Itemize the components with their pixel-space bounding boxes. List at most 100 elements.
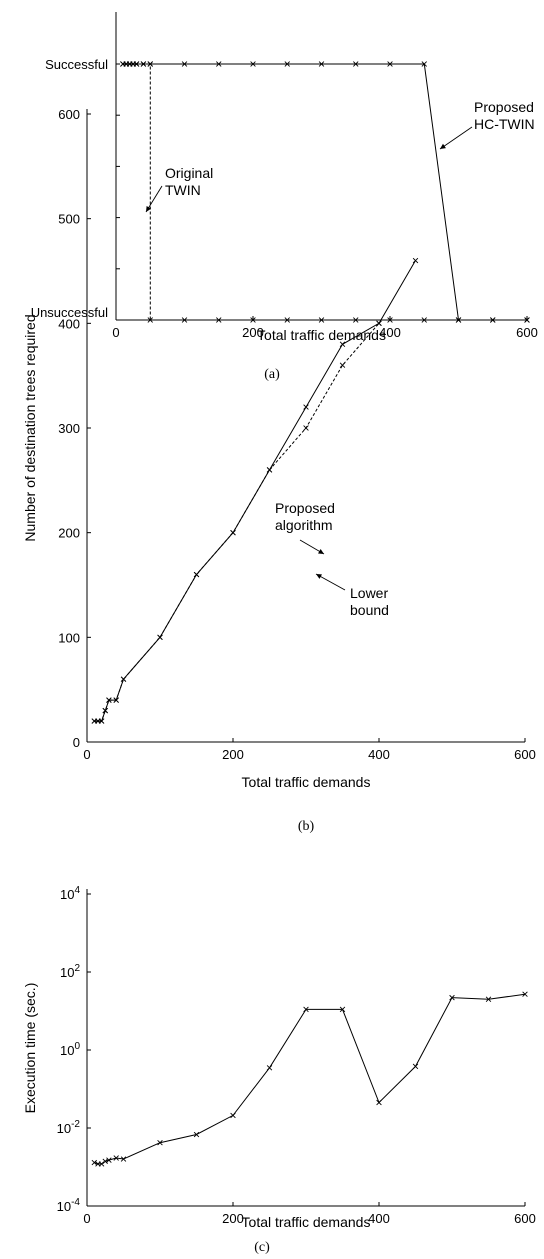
panel-a-arrow-proposed-head	[440, 143, 446, 149]
panel-a-series-proposed-point-7-stroke	[181, 61, 188, 67]
panel-c-series-point-7-stroke	[157, 1139, 163, 1146]
panel-b-series-proposed-point-2	[98, 718, 105, 724]
panel-c-y-tick-label: 100	[60, 1041, 80, 1058]
panel-b-arrow-lower-bound-head	[316, 574, 322, 579]
panel-a-series-proposed-point-11-stroke	[318, 61, 325, 67]
panel-c-series-point-15	[449, 994, 455, 1001]
panel-c-series-point-12	[339, 1006, 346, 1013]
panel-c-series-point-14	[412, 1063, 419, 1070]
panel-c-series-point-14-stroke	[412, 1063, 419, 1070]
panel-c-series-point-5	[113, 1155, 119, 1161]
panel-c-y-tick-base: 10	[60, 965, 74, 980]
panel-b-arrow-lower-bound	[315, 573, 346, 591]
panel-c-series-point-16-stroke	[485, 996, 492, 1002]
panel-a-series-proposed-point-11	[318, 61, 325, 67]
panel-c-x-tick-label: 600	[514, 1211, 536, 1226]
panel-b-series-proposed-point-6-stroke	[120, 676, 127, 682]
panel-b-series-proposed-point-11	[303, 404, 309, 410]
panel-a-arrow-original-head	[146, 206, 152, 212]
panel-a-series-original-point-7-stroke	[147, 317, 153, 323]
panel-b-series-proposed-point-9	[230, 529, 236, 536]
panel-a-series-proposed-point-12-stroke	[353, 61, 359, 67]
panel-a-x-tick-label: 200	[242, 325, 264, 340]
panel-a-annotation-proposed: HC-TWIN	[474, 116, 535, 132]
panel-c-series-point-9	[230, 1112, 236, 1119]
panel-a-x-tick-label: 400	[379, 325, 401, 340]
panel-c-series-point-10-stroke	[266, 1065, 273, 1071]
panel-b-series-lower-bound-point-11	[303, 425, 309, 431]
panel-b-series-lower-bound-line	[94, 322, 380, 722]
panel-b-y-tick-label: 400	[58, 316, 80, 331]
panel-c-series-point-4	[106, 1157, 112, 1163]
panel-b-annotation-proposed: Proposed	[275, 500, 335, 516]
panel-b-series-lower-bound-point-12	[339, 362, 346, 368]
panel-c-y-tick-label: 102	[60, 963, 80, 980]
panel-b-x-tick-label: 400	[368, 747, 390, 762]
panel-a-caption: (a)	[264, 367, 280, 382]
panel-c-series-point-6	[120, 1156, 127, 1162]
panel-a-arrow-proposed	[439, 126, 473, 150]
panel-b-series-proposed-point-14-stroke	[412, 257, 419, 264]
panel-c-series-point-3	[102, 1158, 108, 1165]
panel-b-series-proposed-point-9-stroke	[230, 529, 236, 536]
panel-b-series-proposed-point-5	[113, 697, 119, 703]
panel-a-series-original-point-12	[318, 317, 325, 323]
panel-b-series-lower-bound-point-12-stroke	[339, 362, 346, 368]
panel-c-series-point-9-stroke	[230, 1112, 236, 1119]
panel-a-series-original-point-13	[353, 317, 359, 323]
panel-c-y-tick-base: 10	[60, 887, 74, 902]
panel-a-series-original-point-16	[455, 317, 462, 323]
panel-c-y-axis-label: Execution time (sec.)	[22, 983, 38, 1114]
panel-a-series-proposed-point-9	[250, 61, 256, 67]
panel-c-series-point-3-stroke	[102, 1158, 108, 1165]
panel-c-series-point-0	[91, 1159, 98, 1166]
panel-b-annotation-lower-bound: bound	[350, 602, 389, 618]
panel-b-series-proposed-point-13	[376, 320, 382, 327]
panel-b-series-proposed-point-12	[339, 341, 346, 347]
panel-b-x-tick-label: 600	[514, 747, 536, 762]
panel-b-series-proposed-point-8	[193, 571, 200, 578]
panel-c-series-point-6-stroke	[120, 1156, 127, 1162]
panel-a-series-original-point-10-stroke	[250, 317, 256, 323]
panel-a-series-original-point-14	[387, 317, 393, 323]
panel-c-series-point-17	[522, 991, 528, 997]
panel-c-y-tick-exponent: -4	[71, 1197, 80, 1208]
panel-b-series-proposed-point-14	[412, 257, 419, 264]
panel-a-y-tick-label: Successful	[45, 57, 108, 72]
panel-b-caption: (b)	[298, 819, 315, 834]
panel-c-series-point-2	[98, 1161, 105, 1167]
panel-b-series-proposed-point-10	[266, 467, 273, 473]
panel-c-series-point-17-stroke	[522, 991, 528, 997]
panel-a-series-proposed-point-13-stroke	[387, 61, 393, 67]
panel-c-x-tick-label: 400	[368, 1211, 390, 1226]
panel-a-series-original-point-8-stroke	[181, 317, 188, 323]
panel-b-x-tick-label: 200	[222, 747, 244, 762]
panel-b-series-proposed-point-2-stroke	[98, 718, 105, 724]
panel-c-y-tick-base: 10	[57, 1199, 71, 1214]
panel-c-series-point-13	[376, 1099, 382, 1106]
panel-c-y-tick-label: 10-4	[57, 1197, 81, 1214]
panel-a-annotation-proposed: Proposed	[474, 99, 534, 115]
panel-c-series-point-16	[485, 996, 492, 1002]
panel-b-annotation-proposed: algorithm	[275, 517, 333, 533]
panel-b-y-tick-label: 200	[58, 526, 80, 541]
panel-a-series-original-point-12-stroke	[318, 317, 325, 323]
panel-c-series-point-2-stroke	[98, 1161, 105, 1167]
panel-a-series-original-point-17	[490, 317, 496, 323]
panel-b-y-tick-label: 300	[58, 421, 80, 436]
panel-a-series-original-point-11	[284, 317, 290, 323]
panel-a-series-original-point-13-stroke	[353, 317, 359, 323]
panel-c-y-tick-base: 10	[57, 1121, 71, 1136]
panel-b-series-proposed-point-12-stroke	[339, 341, 346, 347]
panel-a-series-original-point-4-stroke	[133, 61, 140, 67]
panel-b-series-proposed-point-6	[120, 676, 127, 682]
panel-a-series-original-point-11-stroke	[284, 317, 290, 323]
panel-a-x-tick-label: 600	[516, 325, 538, 340]
panel-b-annotation-lower-bound: Lower	[350, 585, 388, 601]
panel-c-series-point-8-stroke	[193, 1131, 200, 1138]
panel-c-y-tick-label: 104	[60, 885, 80, 902]
panel-a-series-original-point-8	[181, 317, 188, 323]
panel-b-series-proposed-point-10-stroke	[266, 467, 273, 473]
panel-b-series-proposed-point-7	[157, 634, 163, 641]
